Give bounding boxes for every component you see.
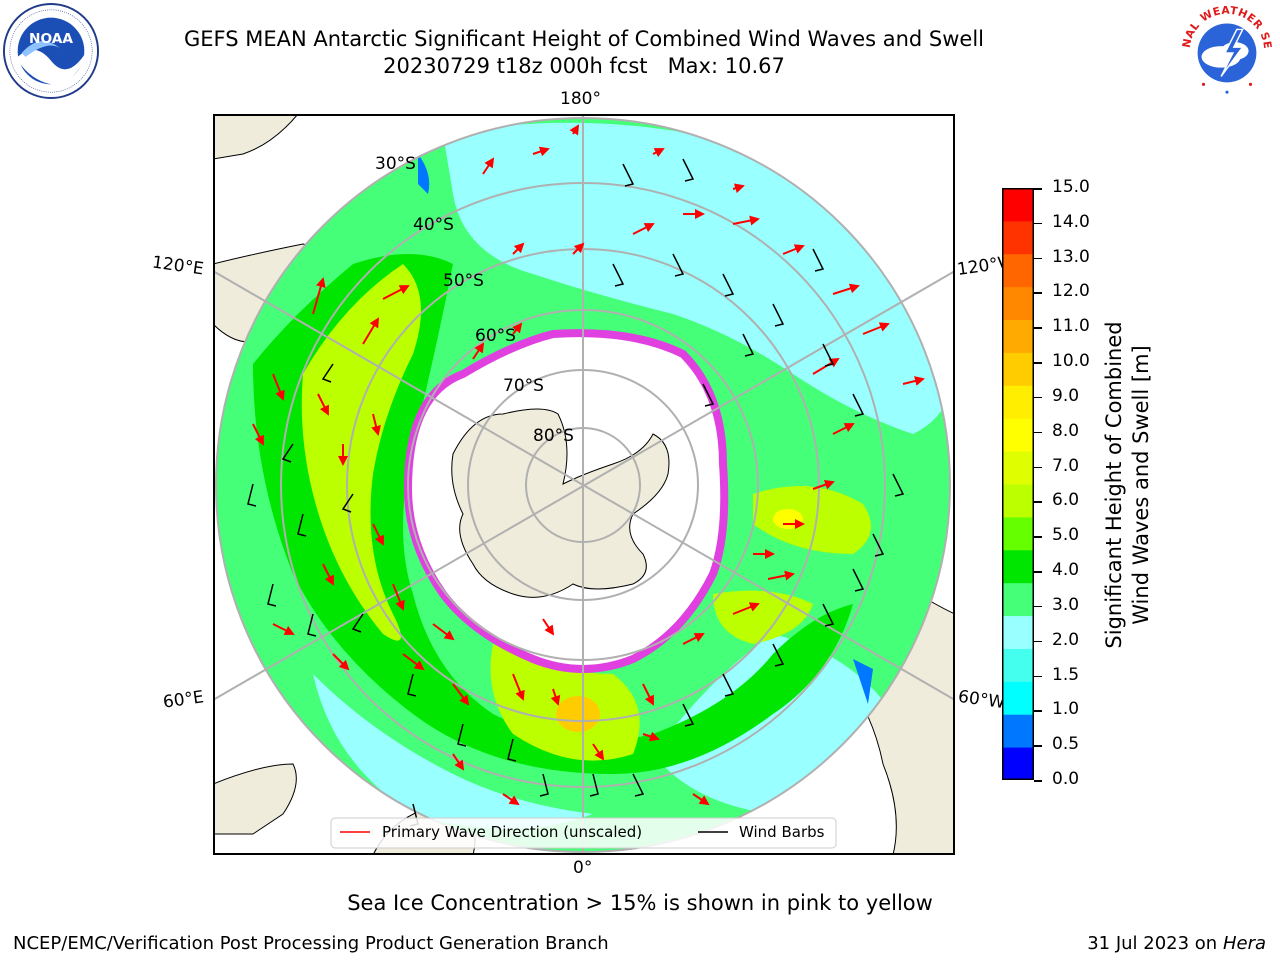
colorbar-tick-mark [1034,188,1042,190]
colorbar-tick-label: 7.0 [1052,455,1080,476]
colorbar-band [1002,286,1034,321]
lat-label-80s: 80°S [533,426,574,446]
colorbar-tick-mark [1034,745,1042,747]
legend-barb-label: Wind Barbs [739,823,825,841]
colorbar-tick-label: 1.0 [1052,699,1080,720]
lon-label-0: 0° [573,858,593,878]
footer-date-text: 31 Jul 2023 on [1087,933,1218,954]
lat-label-70s: 70°S [503,376,544,396]
footer-credit: NCEP/EMC/Verification Post Processing Pr… [13,933,609,954]
colorbar-tick-label: 2.0 [1052,629,1080,650]
colorbar-tick-label: 8.0 [1052,420,1080,441]
colorbar-tick-label: 5.0 [1052,525,1080,546]
colorbar-tick-mark [1034,605,1042,608]
colorbar-band [1002,451,1034,485]
colorbar-band [1002,747,1034,780]
colorbar-tick-mark [1034,327,1042,329]
colorbar-tick-label: 1.5 [1052,664,1080,685]
colorbar-tick-label: 14.0 [1052,211,1090,232]
wind-barbs [247,158,905,827]
colorbar-band [1002,188,1034,222]
colorbar [1002,188,1034,780]
colorbar-tick-label: 6.0 [1052,490,1080,511]
lat-label-30s: 30°S [375,154,416,174]
colorbar-label-line1: Significant Height of Combined [1102,321,1126,649]
colorbar-tick-label: 9.0 [1052,385,1080,406]
colorbar-tick-label: 12.0 [1052,281,1090,302]
noaa-logo-text: NOAA [29,31,73,47]
lat-label-50s: 50°S [443,271,484,291]
colorbar-band [1002,714,1034,748]
colorbar-band [1002,418,1034,452]
colorbar-band [1002,319,1034,353]
national-weather-service-logo: NATIONAL WEATHER SERVICE [1178,2,1274,98]
colorbar-label-line2: Wind Waves and Swell [m] [1129,345,1153,625]
lon-label-60e: 60°E [161,687,206,713]
colorbar-tick-mark [1034,501,1042,503]
land-australia-west [213,114,299,160]
colorbar-tick-label: 0.5 [1052,734,1080,755]
colorbar-tick-mark [1034,571,1042,573]
colorbar-band [1002,516,1034,551]
map-border [213,114,955,855]
polar-map: 30°S 40°S 50°S 60°S 70°S 80°S [213,114,955,855]
land-madagascar [213,763,297,835]
colorbar-band [1002,582,1034,617]
colorbar-tick-mark [1034,710,1042,712]
colorbar-tick-label: 13.0 [1052,246,1090,267]
colorbar-tick-label: 4.0 [1052,560,1080,581]
colorbar-tick-mark [1034,431,1042,434]
lat-label-60s: 60°S [475,326,516,346]
chart-title: GEFS MEAN Antarctic Significant Height o… [183,27,985,51]
colorbar-tick-mark [1034,780,1042,782]
colorbar-band [1002,253,1034,288]
lat-label-40s: 40°S [413,215,454,235]
colorbar-band [1002,220,1034,255]
colorbar-tick-label: 11.0 [1052,316,1090,337]
colorbar-band [1002,484,1034,518]
colorbar-tick-mark [1034,466,1042,469]
wave-direction-arrows [252,124,925,806]
colorbar-tick-mark [1034,257,1042,260]
footer-date: 31 Jul 2023 on Hera [1087,933,1266,954]
colorbar-tick-mark [1034,222,1042,225]
colorbar-band [1002,352,1034,386]
colorbar-tick-label: 0.0 [1052,769,1080,789]
colorbar-band [1002,385,1034,419]
colorbar-tick-label: 3.0 [1052,594,1080,615]
sea-ice-note: Sea Ice Concentration > 15% is shown in … [347,891,933,915]
lon-label-60w: 60°W [956,686,1007,714]
colorbar-tick-mark [1034,675,1042,678]
chart-subtitle: 20230729 t18z 000h fcst Max: 10.67 [383,54,785,78]
colorbar-tick-mark [1034,362,1042,364]
lon-label-180: 180° [560,89,601,109]
colorbar-tick-mark [1034,536,1042,538]
colorbar-tick-mark [1034,640,1042,643]
colorbar-tick-mark [1034,396,1042,399]
legend-wave-label: Primary Wave Direction (unscaled) [382,823,642,841]
lon-label-120e: 120°E [150,252,205,280]
colorbar-band [1002,615,1034,649]
colorbar-tick-label: 15.0 [1052,177,1090,197]
colorbar-tick-mark [1034,292,1042,294]
colorbar-band [1002,681,1034,715]
map-legend: Primary Wave Direction (unscaled) Wind B… [330,817,837,849]
noaa-logo: NOAA [2,2,100,100]
colorbar-band [1002,549,1034,584]
colorbar-tick-label: 10.0 [1052,351,1090,372]
footer-system: Hera [1222,933,1266,954]
colorbar-band [1002,648,1034,682]
